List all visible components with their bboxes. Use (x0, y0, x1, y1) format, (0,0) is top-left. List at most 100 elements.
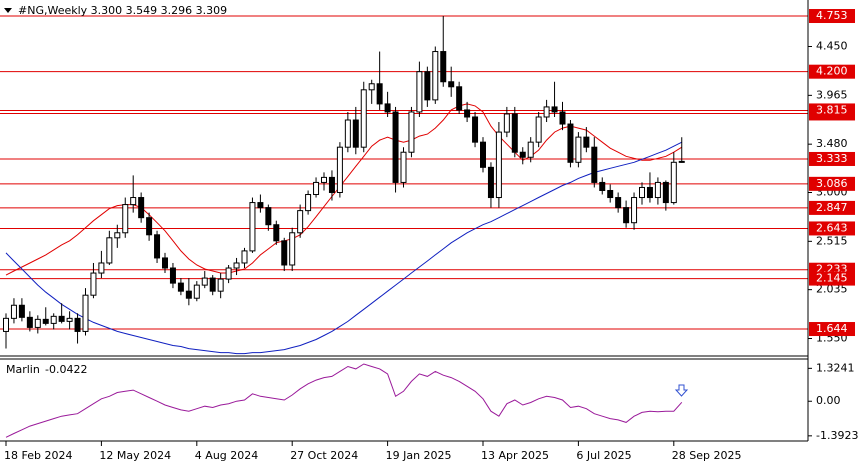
level-label-box (809, 221, 855, 236)
candle-body (3, 317, 9, 332)
candle-body (646, 186, 653, 199)
candle-body (225, 267, 232, 280)
candle-body (297, 210, 304, 234)
candle-body (185, 290, 192, 299)
indicator-tick-label: 0.00 (816, 394, 841, 407)
candle-body (599, 181, 606, 191)
candle-body (432, 51, 439, 101)
level-label: 3.086 (816, 177, 848, 190)
level-label-box (809, 322, 855, 337)
x-tick-label: 13 Apr 2025 (481, 449, 549, 462)
candle-body (321, 176, 327, 183)
y-tick-label: 2.515 (816, 234, 848, 247)
candle-body (543, 106, 550, 118)
candle-body (98, 262, 105, 274)
candle-body (257, 202, 264, 209)
x-tick-label: 4 Aug 2024 (195, 449, 258, 462)
candle-body (106, 237, 113, 264)
y-tick-label: 4.450 (816, 40, 848, 53)
candle-body (138, 197, 145, 219)
candle-body (289, 232, 296, 266)
candle-body (639, 186, 645, 199)
chart-title: #NG,Weekly 3.300 3.549 3.296 3.309 (18, 4, 227, 17)
candle-body (551, 106, 558, 113)
level-label: 4.753 (816, 9, 848, 22)
level-label-box (809, 9, 855, 24)
candle-body (352, 119, 359, 148)
moving-average (5, 141, 683, 355)
candle-body (82, 294, 89, 332)
candle-body (535, 116, 542, 143)
candle-body (662, 181, 669, 204)
candle-body (654, 181, 661, 199)
level-label: 1.644 (816, 322, 848, 335)
candle-body (209, 277, 216, 292)
candle-body (344, 119, 351, 148)
candle-body (472, 116, 479, 143)
candle-body (670, 161, 677, 204)
x-tick-label: 18 Feb 2024 (4, 449, 72, 462)
candle-body (368, 83, 375, 91)
candle-body (10, 304, 17, 319)
level-label-box (809, 200, 855, 215)
candle-body (146, 217, 153, 236)
candle-body (201, 277, 208, 286)
candle-body (217, 278, 224, 292)
candle-body (313, 181, 320, 196)
candle-body (233, 262, 240, 269)
candle-body (50, 315, 57, 324)
level-label: 2.643 (816, 221, 848, 234)
x-tick-label: 19 Jan 2025 (386, 449, 452, 462)
candle-body (392, 111, 399, 183)
candle-body (495, 131, 502, 199)
y-tick-label: 3.965 (816, 88, 848, 101)
candle-body (305, 194, 312, 212)
candle-body (281, 240, 288, 266)
candle-body (34, 318, 41, 328)
candle-body (58, 315, 65, 322)
y-tick-label: 2.035 (816, 283, 848, 296)
candle-body (519, 151, 526, 158)
candle-body (464, 109, 471, 118)
y-tick-label: 3.480 (816, 137, 848, 150)
candle-body (384, 103, 391, 113)
candle-body (559, 111, 566, 125)
candle-body (122, 204, 129, 234)
candle-body (241, 250, 248, 264)
candle-body (416, 71, 423, 113)
level-label-box (809, 64, 855, 79)
candle-body (408, 111, 415, 153)
candle-body (336, 146, 343, 194)
candle-body (265, 207, 272, 226)
level-label: 3.333 (816, 152, 848, 165)
candle-body (169, 267, 176, 284)
level-label-box (809, 271, 855, 286)
candle-body (615, 197, 622, 209)
x-tick-label: 12 May 2024 (99, 449, 171, 462)
level-label: 3.815 (816, 103, 848, 116)
candle-body (193, 284, 200, 299)
candle-body (448, 81, 455, 88)
signal-arrow (674, 384, 689, 397)
candle-body (154, 234, 161, 259)
menu-arrow[interactable] (4, 8, 12, 13)
candle-body (591, 146, 598, 183)
candle-body (360, 89, 367, 148)
candle-body (26, 316, 33, 328)
candle-body (328, 176, 335, 194)
candle-body (74, 317, 81, 332)
candle-body (487, 166, 494, 199)
x-tick-label: 6 Jul 2025 (576, 449, 631, 462)
candle-body (480, 141, 486, 168)
plot (3, 16, 685, 355)
candle-body (607, 189, 614, 199)
candle-body (631, 197, 638, 224)
candle-body (511, 113, 518, 153)
candle-body (114, 232, 121, 239)
candle-body (456, 86, 463, 111)
candle-body (440, 51, 447, 83)
candle-body (42, 318, 49, 324)
indicator-line (5, 363, 683, 438)
indicator-name: Marlin (6, 363, 40, 376)
